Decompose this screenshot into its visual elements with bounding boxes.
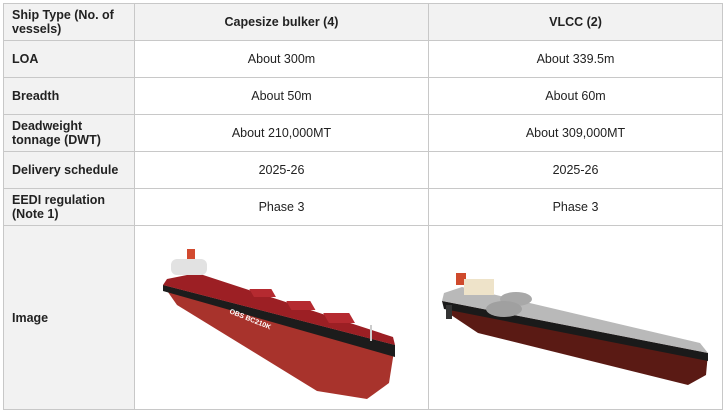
cell: Phase 3 <box>428 188 723 226</box>
row-label: Breadth <box>3 77 135 115</box>
row-label: Delivery schedule <box>3 151 135 189</box>
cell: About 309,000MT <box>428 114 723 152</box>
cell: 2025-26 <box>134 151 429 189</box>
image-row: Image OBS BC210K <box>3 225 723 410</box>
cell: Phase 3 <box>134 188 429 226</box>
header-capesize: Capesize bulker (4) <box>134 3 429 41</box>
cell: About 339.5m <box>428 40 723 78</box>
table-row: Deadweight tonnage (DWT) About 210,000MT… <box>3 114 723 152</box>
table-row: Delivery schedule 2025-26 2025-26 <box>3 151 723 189</box>
cell: About 210,000MT <box>134 114 429 152</box>
table-row: Breadth About 50m About 60m <box>3 77 723 115</box>
table-row: LOA About 300m About 339.5m <box>3 40 723 78</box>
ship-spec-table: Ship Type (No. of vessels) Capesize bulk… <box>3 3 723 410</box>
header-row: Ship Type (No. of vessels) Capesize bulk… <box>3 3 723 41</box>
capesize-bulker-image: OBS BC210K <box>162 248 395 399</box>
cell: 2025-26 <box>428 151 723 189</box>
cell: About 60m <box>428 77 723 115</box>
vlcc-image <box>442 272 708 385</box>
cell: About 300m <box>134 40 429 78</box>
row-label: EEDI regulation (Note 1) <box>3 188 135 226</box>
row-label: Deadweight tonnage (DWT) <box>3 114 135 152</box>
capesize-image-cell: OBS BC210K <box>134 225 429 410</box>
table-row: EEDI regulation (Note 1) Phase 3 Phase 3 <box>3 188 723 226</box>
vlcc-image-cell <box>428 225 723 410</box>
row-label: LOA <box>3 40 135 78</box>
row-label: Image <box>3 225 135 410</box>
header-vlcc: VLCC (2) <box>428 3 723 41</box>
header-label: Ship Type (No. of vessels) <box>3 3 135 41</box>
cell: About 50m <box>134 77 429 115</box>
